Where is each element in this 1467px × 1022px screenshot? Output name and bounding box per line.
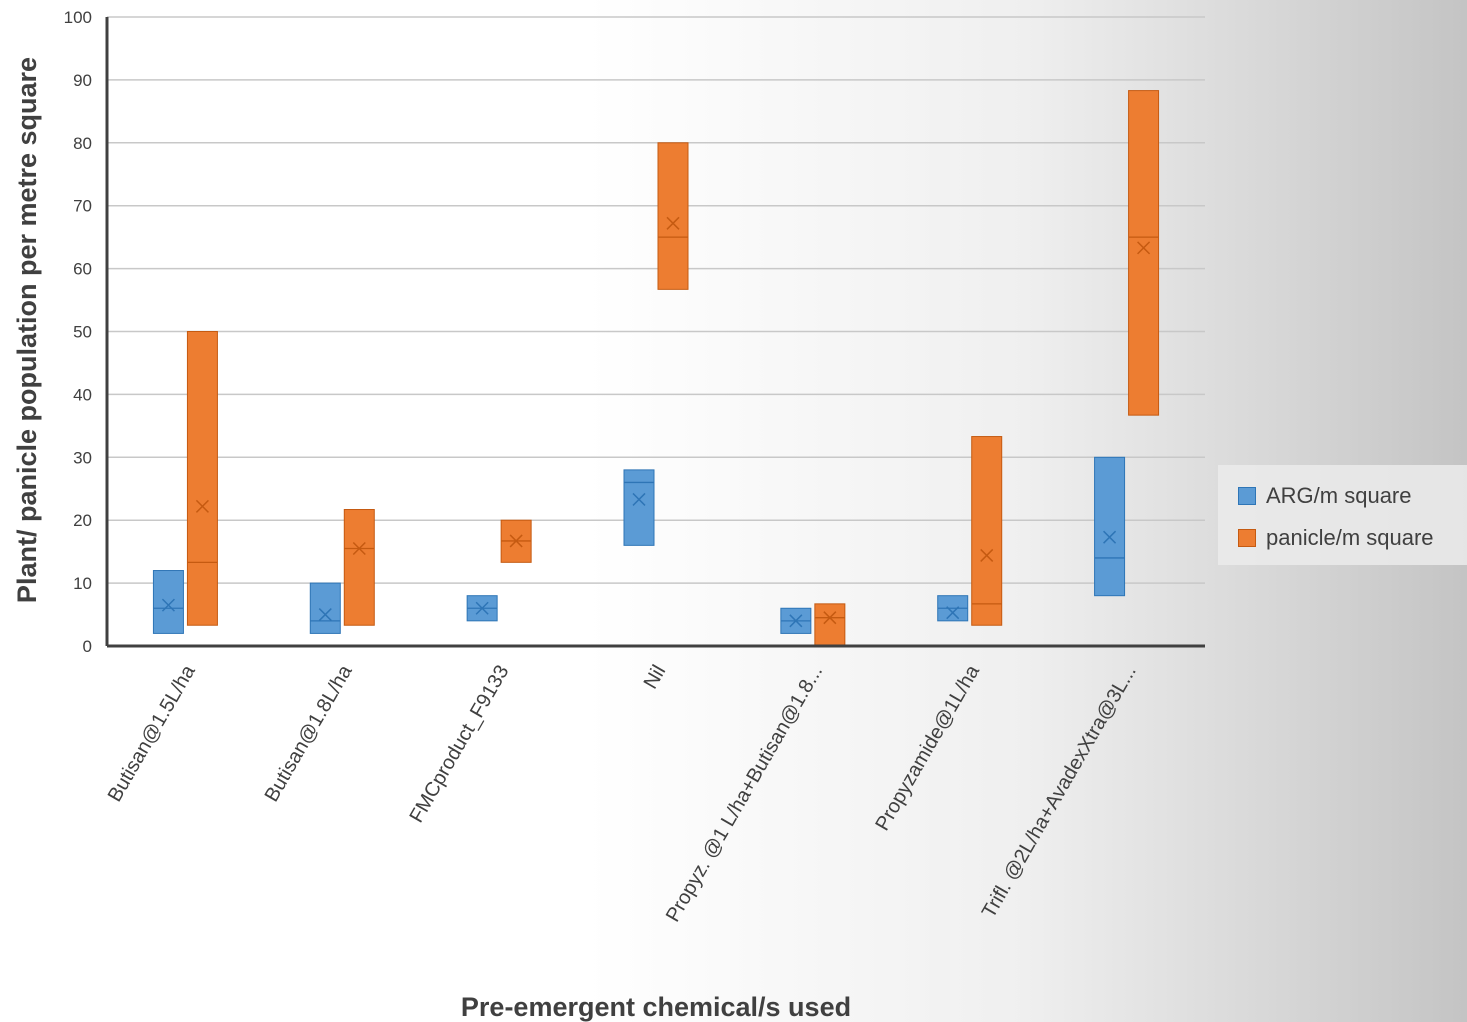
mean-marker-panicle-m-square-4 [823,611,837,625]
box-rect-panicle-m-square-3 [657,142,689,290]
x-tick-label-2: FMCproduct_F9133 [405,662,513,827]
x-tick-label-3: Nil [640,662,671,693]
x-tick-label-1: Butisan@1.8L/ha [261,661,357,806]
box-arg-m-square-nil [623,469,655,546]
mean-marker-arg-m-square-6 [1103,530,1117,544]
box-panicle-m-square-nil [657,142,689,290]
x-tick-label-4: Propyz. @1 L/ha+Butisan@1.8... [662,662,827,926]
mean-marker-panicle-m-square-3 [666,216,680,230]
box-rect-panicle-m-square-0 [186,331,218,626]
mean-marker-arg-m-square-1 [318,608,332,622]
mean-marker-panicle-m-square-5 [980,548,994,562]
mean-marker-panicle-m-square-0 [195,499,209,513]
box-panicle-m-square-propyz-1-l-ha-butisan-1-8 [814,603,846,647]
y-tick-label-50: 50 [73,323,92,342]
x-axis-title: Pre-emergent chemical/s used [461,992,851,1022]
legend-item-arg: ARG/m square [1238,483,1412,509]
y-tick-label-80: 80 [73,134,92,153]
mean-marker-arg-m-square-2 [475,601,489,615]
x-tick-label-5: Propyzamide@1L/ha [871,661,984,835]
box-panicle-m-square-fmcproduct-f9133 [500,519,532,563]
mean-marker-arg-m-square-0 [161,598,175,612]
box-rect-arg-m-square-0 [152,570,184,634]
legend-label-arg: ARG/m square [1266,483,1412,508]
x-axis-ticks: Butisan@1.5L/ha Butisan@1.8L/ha FMCproduct… [104,661,1141,926]
y-tick-label-10: 10 [73,574,92,593]
box-rect-panicle-m-square-6 [1128,90,1160,416]
box-rect-panicle-m-square-5 [971,436,1003,626]
y-tick-label-20: 20 [73,511,92,530]
y-tick-label-70: 70 [73,197,92,216]
box-panicle-m-square-propyzamide-1l-ha [971,436,1003,626]
y-tick-label-60: 60 [73,260,92,279]
y-tick-label-0: 0 [83,637,92,656]
y-tick-label-100: 100 [64,8,92,27]
x-tick-label-0: Butisan@1.5L/ha [104,661,200,806]
legend: ARG/m square panicle/m square [1218,465,1467,565]
mean-marker-arg-m-square-3 [632,492,646,506]
box-rect-arg-m-square-6 [1094,456,1126,597]
y-axis-ticks: 0 10 20 30 40 50 60 70 80 90 100 [64,8,92,656]
mean-marker-panicle-m-square-2 [509,534,523,548]
box-rect-panicle-m-square-1 [343,509,375,626]
y-axis-title: Plant/ panicle population per metre squa… [12,57,42,603]
box-arg-m-square-propyz-1-l-ha-butisan-1-8 [780,607,812,634]
x-tick-label-6: Trifl. @2L/ha+AvadexXtra@3L... [978,662,1141,922]
mean-marker-arg-m-square-4 [789,614,803,628]
y-tick-label-40: 40 [73,385,92,404]
box-arg-m-square-butisan-1-8l-ha [309,582,341,634]
box-rect-arg-m-square-3 [623,469,655,546]
box-panicle-m-square-butisan-1-8l-ha [343,509,375,626]
box-panicle-m-square-trifl-2l-ha-avadexxtra-3l [1128,90,1160,416]
box-rect-panicle-m-square-4 [814,603,846,647]
legend-swatch-panicle [1238,529,1256,547]
box-panicle-m-square-butisan-1-5l-ha [186,331,218,626]
box-arg-m-square-butisan-1-5l-ha [152,570,184,634]
gridlines [107,16,1205,584]
legend-item-panicle: panicle/m square [1238,525,1434,551]
mean-marker-panicle-m-square-6 [1137,241,1151,255]
mean-marker-panicle-m-square-1 [352,541,366,556]
box-rect-arg-m-square-1 [309,582,341,634]
plot-area [152,90,1160,647]
y-tick-label-90: 90 [73,71,92,90]
mean-marker-arg-m-square-5 [946,606,960,620]
y-tick-label-30: 30 [73,448,92,467]
legend-label-panicle: panicle/m square [1266,525,1434,550]
box-arg-m-square-propyzamide-1l-ha [937,595,969,622]
box-arg-m-square-trifl-2l-ha-avadexxtra-3l [1094,456,1126,597]
legend-swatch-arg [1238,487,1256,505]
box-arg-m-square-fmcproduct-f9133 [466,595,498,622]
